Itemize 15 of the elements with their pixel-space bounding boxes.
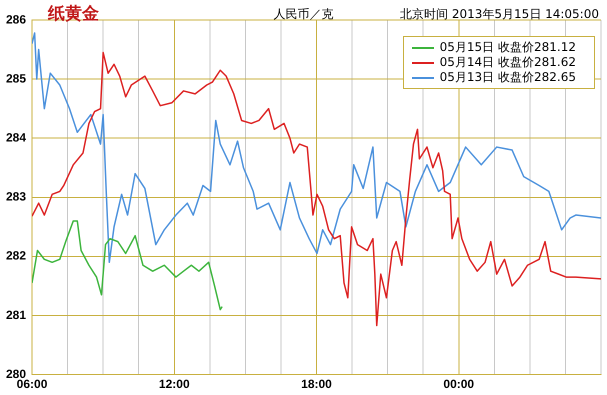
chart-title: 纸黄金 xyxy=(48,3,99,25)
legend-label: 05月15日 收盘价281.12 xyxy=(440,40,576,55)
y-axis-title: 人民币／克 xyxy=(274,7,334,21)
y-tick-label: 283 xyxy=(6,190,26,204)
x-tick-label: 12:00 xyxy=(158,377,190,392)
y-tick-label: 281 xyxy=(6,308,26,322)
y-tick-label: 282 xyxy=(6,248,26,263)
annotation: 北京时间 2013年5月15日 14:05:00 xyxy=(400,6,599,23)
x-tick-label: 18:00 xyxy=(301,377,332,392)
x-tick-label: 00:00 xyxy=(443,377,474,392)
y-tick-label: 285 xyxy=(6,71,26,86)
legend-label: 05月14日 收盘价281.62 xyxy=(440,55,576,70)
legend-label: 05月13日 收盘价282.65 xyxy=(440,70,576,85)
y-tick-label: 284 xyxy=(6,130,26,145)
y-tick-label: 286 xyxy=(6,12,26,26)
